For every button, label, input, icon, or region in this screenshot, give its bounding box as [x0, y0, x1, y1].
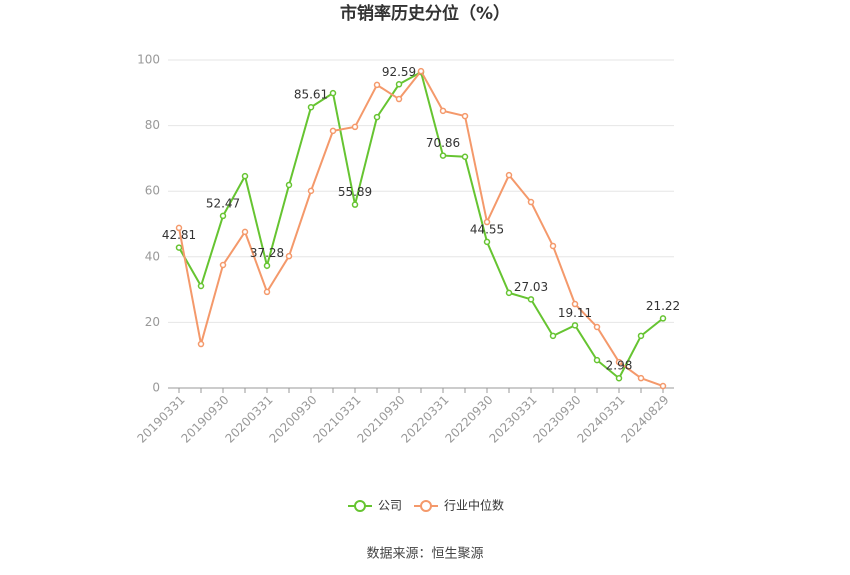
- series-line: [178, 70, 664, 380]
- data-point: [637, 332, 645, 340]
- data-point: [197, 282, 205, 290]
- legend-label: 公司: [378, 499, 402, 513]
- data-point: [659, 315, 667, 322]
- data-point: [483, 238, 491, 246]
- data-label: 37.28: [250, 246, 284, 260]
- data-label: 27.03: [514, 280, 548, 294]
- y-tick-label: 40: [145, 249, 160, 263]
- data-point: [285, 252, 293, 260]
- data-point: [615, 374, 623, 382]
- data-point: [417, 67, 425, 75]
- data-label: 44.55: [470, 222, 504, 236]
- data-label: 52.47: [206, 196, 240, 210]
- data-point: [263, 288, 271, 296]
- data-label: 42.81: [162, 228, 196, 242]
- legend-marker: [420, 500, 432, 512]
- data-point: [307, 103, 315, 111]
- data-point: [505, 171, 513, 179]
- data-point: [571, 300, 579, 308]
- data-label: 92.59: [382, 65, 416, 79]
- chart-title: 市销率历史分位（%）: [340, 3, 510, 24]
- data-point: [351, 123, 359, 131]
- data-label: 85.61: [294, 88, 328, 102]
- data-point: [241, 228, 249, 236]
- data-point: [571, 322, 579, 329]
- data-label: 70.86: [426, 136, 460, 150]
- data-point: [439, 152, 447, 159]
- data-point: [263, 262, 271, 269]
- data-point: [241, 172, 249, 180]
- data-point: [549, 332, 557, 340]
- data-point: [637, 374, 645, 382]
- data-point: [593, 356, 601, 364]
- data-point: [527, 296, 535, 303]
- data-point: [329, 89, 337, 97]
- data-point: [175, 224, 183, 232]
- data-label: 2.98: [606, 359, 633, 373]
- legend-marker: [354, 500, 366, 512]
- data-label: 21.22: [646, 299, 680, 313]
- y-tick-label: 60: [145, 184, 160, 198]
- y-tick-label: 0: [152, 381, 160, 395]
- data-point: [307, 187, 315, 195]
- y-tick-label: 100: [137, 53, 160, 67]
- legend-item[interactable]: 公司: [348, 499, 402, 513]
- source-note: 数据来源：恒生聚源: [366, 547, 483, 562]
- data-point: [615, 358, 623, 366]
- data-point: [527, 198, 535, 206]
- data-point: [483, 218, 491, 226]
- y-tick-label: 20: [145, 315, 160, 329]
- data-point: [593, 323, 601, 331]
- data-label: 19.11: [558, 306, 592, 320]
- data-point: [461, 153, 469, 161]
- data-point: [373, 81, 381, 89]
- data-point: [219, 212, 227, 220]
- x-tick-label: 20240829: [619, 393, 672, 446]
- data-point: [505, 289, 513, 297]
- legend-label: 行业中位数: [444, 498, 504, 513]
- data-point: [659, 382, 667, 390]
- y-tick-label: 80: [145, 118, 160, 132]
- data-point: [549, 242, 557, 250]
- data-point: [395, 95, 403, 103]
- data-point: [175, 244, 183, 251]
- data-point: [197, 340, 205, 348]
- data-point: [373, 113, 381, 121]
- data-point: [461, 112, 469, 120]
- series-line: [178, 69, 664, 387]
- data-point: [351, 201, 359, 208]
- data-label: 55.89: [338, 185, 372, 199]
- data-point: [329, 127, 337, 135]
- data-point: [439, 107, 447, 115]
- data-point: [219, 261, 227, 269]
- data-point: [395, 81, 403, 88]
- data-point: [285, 181, 293, 189]
- legend-item[interactable]: 行业中位数: [414, 498, 504, 513]
